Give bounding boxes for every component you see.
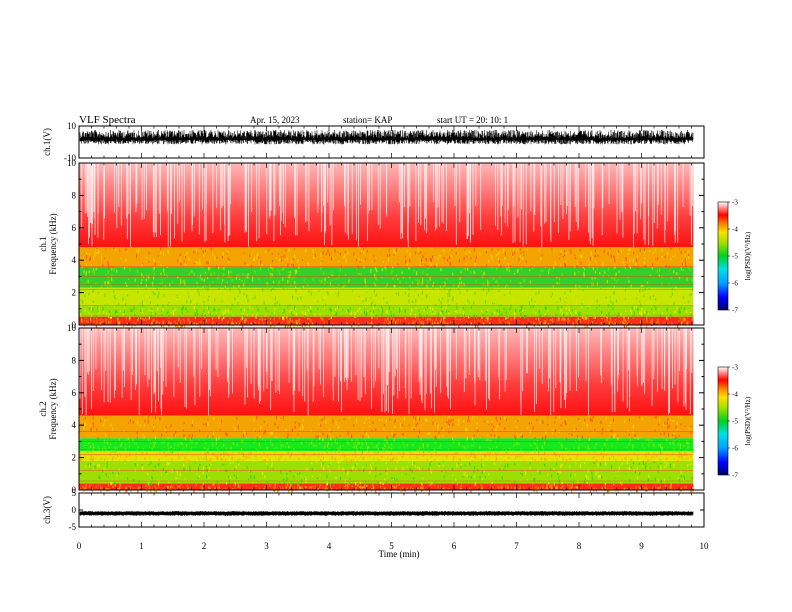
p4-frame bbox=[78, 492, 705, 528]
x-tick-label: 0 bbox=[77, 541, 82, 551]
x-tick-label: 9 bbox=[639, 541, 644, 551]
station-label: station= KAP bbox=[343, 115, 392, 125]
ch1-colorbar: -3 -4 -5 -6 -7 log(PSD)(V²/Hz) bbox=[717, 199, 752, 315]
p1-signal-trace bbox=[79, 130, 694, 145]
p2-y-axis-label: ch.1 bbox=[38, 236, 48, 251]
p2-texture bbox=[81, 247, 690, 270]
p2-band bbox=[79, 287, 694, 306]
p3-y-tick-label: 0 bbox=[72, 485, 77, 495]
p2-y-axis-label: Frequency (kHz) bbox=[48, 213, 58, 274]
p2-texture bbox=[80, 305, 693, 321]
p3-y-axis-label: Frequency (kHz) bbox=[48, 378, 58, 439]
figure-title: VLF Spectra bbox=[79, 114, 136, 126]
time-axis: 0 1 2 3 4 5 6 7 8 9 10 bbox=[77, 541, 709, 551]
p2-y-tick-label: 8 bbox=[72, 190, 77, 200]
ch1-spectrogram-panel: 0 2 4 6 8 10 ch.1 Frequency (kHz) bbox=[38, 158, 705, 330]
cb2-tick-label: -7 bbox=[732, 472, 738, 480]
cb2-tick-label: -3 bbox=[732, 364, 738, 372]
p3-texture bbox=[79, 451, 692, 465]
p3-y-tick-label: 4 bbox=[72, 420, 77, 430]
p3-y-tick-label: 10 bbox=[67, 323, 77, 333]
cb1-label: log(PSD)(V²/Hz) bbox=[744, 231, 752, 280]
p1-y-tick-label: -10 bbox=[64, 153, 76, 163]
p3-y-tick-label: 8 bbox=[72, 355, 77, 365]
cb2-tick-label: -4 bbox=[732, 391, 738, 399]
ch2-spectrogram-panel: 0 2 4 6 8 10 ch.2 Frequency (kHz) bbox=[38, 323, 705, 495]
p2-band bbox=[79, 266, 694, 288]
x-tick-label: 2 bbox=[202, 541, 207, 551]
cb1-tick-label: -3 bbox=[732, 199, 738, 207]
p1-y-tick-label: 10 bbox=[67, 121, 77, 131]
p3-band bbox=[79, 451, 694, 461]
cb2-tick-label: -5 bbox=[732, 418, 738, 426]
p4-y-axis-label: ch.3(V) bbox=[42, 496, 52, 524]
x-tick-label: 10 bbox=[700, 541, 710, 551]
x-tick-label: 6 bbox=[452, 541, 457, 551]
p3-texture bbox=[79, 415, 690, 442]
p3-texture bbox=[87, 460, 693, 487]
cb2-bar bbox=[717, 366, 729, 476]
start-time-label: start UT = 20: 10: 1 bbox=[437, 115, 508, 125]
ch2-colorbar: -3 -4 -5 -6 -7 log(PSD)(V²/Hz) bbox=[717, 364, 752, 480]
p4-signal-trace bbox=[79, 511, 694, 516]
p2-y-tick-label: 6 bbox=[72, 223, 77, 233]
p3-texture bbox=[78, 415, 692, 441]
x-tick-label: 5 bbox=[389, 541, 394, 551]
x-tick-label: 4 bbox=[327, 541, 332, 551]
x-tick-label: 3 bbox=[264, 541, 269, 551]
cb1-bar bbox=[717, 201, 729, 311]
p2-texture bbox=[80, 266, 694, 291]
p2-texture bbox=[78, 316, 689, 329]
cb1-tick-label: -7 bbox=[732, 307, 738, 315]
x-tick-label: 1 bbox=[139, 541, 144, 551]
p2-band bbox=[79, 305, 694, 317]
ch1-waveform-panel: 10 -10 ch.1(V) bbox=[42, 121, 705, 163]
p2-band bbox=[79, 247, 694, 267]
p3-band bbox=[79, 483, 694, 490]
p3-noise-streaks bbox=[79, 328, 693, 416]
cb1-tick-label: -4 bbox=[732, 226, 738, 234]
p2-y-tick-label: 0 bbox=[72, 320, 77, 330]
p1-y-axis-label: ch.1(V) bbox=[42, 128, 52, 156]
p3-y-axis-label: ch.2 bbox=[38, 401, 48, 416]
p4-y-tick-label: 0 bbox=[72, 505, 77, 515]
p2-y-tick-label: 4 bbox=[72, 255, 77, 265]
x-tick-label: 7 bbox=[514, 541, 519, 551]
p3-y-tick-label: 6 bbox=[72, 388, 77, 398]
p4-y-tick-label: -5 bbox=[69, 522, 77, 532]
date-label: Apr. 15, 2023 bbox=[250, 115, 300, 125]
p4-y-tick-label: 5 bbox=[72, 488, 77, 498]
cb2-label: log(PSD)(V²/Hz) bbox=[744, 396, 752, 445]
p3-texture bbox=[79, 438, 694, 455]
p3-band bbox=[79, 460, 694, 484]
x-axis-label: Time (min) bbox=[379, 549, 420, 559]
x-tick-label: 8 bbox=[577, 541, 582, 551]
p2-texture bbox=[78, 266, 688, 291]
ch3-waveform-panel: 50-5ch.3(V) bbox=[42, 488, 705, 532]
cb1-tick-label: -6 bbox=[732, 280, 738, 288]
p2-noise-streaks bbox=[81, 163, 693, 248]
cb2-tick-label: -6 bbox=[732, 445, 738, 453]
p2-y-tick-label: 2 bbox=[72, 288, 77, 298]
p2-y-tick-label: 10 bbox=[67, 158, 77, 168]
cb1-tick-label: -5 bbox=[732, 253, 738, 261]
p3-y-tick-label: 2 bbox=[72, 453, 77, 463]
